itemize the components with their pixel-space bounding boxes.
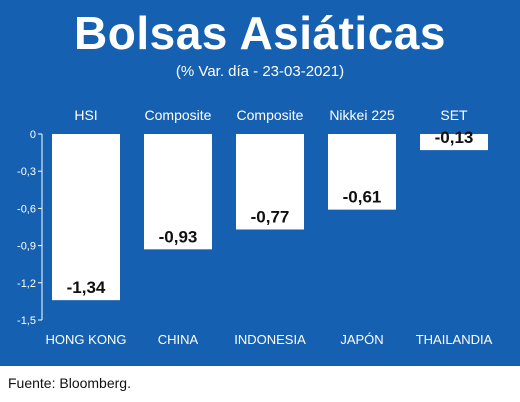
index-name-label: Nikkei 225 xyxy=(329,107,395,123)
y-tick-label: -0,9 xyxy=(17,241,36,253)
bar-indonesia xyxy=(236,134,304,230)
value-label: -0,13 xyxy=(435,128,474,147)
source-note: Fuente: Bloomberg. xyxy=(8,375,131,391)
chart-title: Bolsas Asiáticas xyxy=(74,7,446,59)
index-name-label: Composite xyxy=(145,107,212,123)
y-tick-label: -1,5 xyxy=(17,315,36,327)
bar-thailandia xyxy=(420,134,488,151)
x-tick-label: JAPÓN xyxy=(340,332,383,347)
y-tick-label: 0 xyxy=(30,129,36,141)
chart-subtitle: (% Var. día - 23-03-2021) xyxy=(175,63,345,80)
y-tick-label: -1,2 xyxy=(17,278,36,290)
index-name-label: HSI xyxy=(74,107,97,123)
y-tick-label: -0,3 xyxy=(17,166,36,178)
x-tick-label: INDONESIA xyxy=(234,332,306,347)
value-label: -1,34 xyxy=(67,278,106,297)
y-tick-label: -0,6 xyxy=(17,203,36,215)
index-name-label: Composite xyxy=(237,107,304,123)
bar-jap-n xyxy=(328,134,396,210)
index-name-label: SET xyxy=(440,107,468,123)
value-label: -0,77 xyxy=(251,207,290,226)
x-tick-label: THAILANDIA xyxy=(416,332,493,347)
value-label: -0,93 xyxy=(159,227,198,246)
bar-chart: 0 -0,3 -0,6 -0,9 -1,2 -1,5 -1,34 HSI HONG KONG -0… xyxy=(17,107,493,347)
bar-hong-kong xyxy=(52,134,120,301)
x-tick-label: CHINA xyxy=(158,332,199,347)
bar-china xyxy=(144,134,212,250)
x-tick-label: HONG KONG xyxy=(46,332,127,347)
value-label: -0,61 xyxy=(343,188,382,207)
